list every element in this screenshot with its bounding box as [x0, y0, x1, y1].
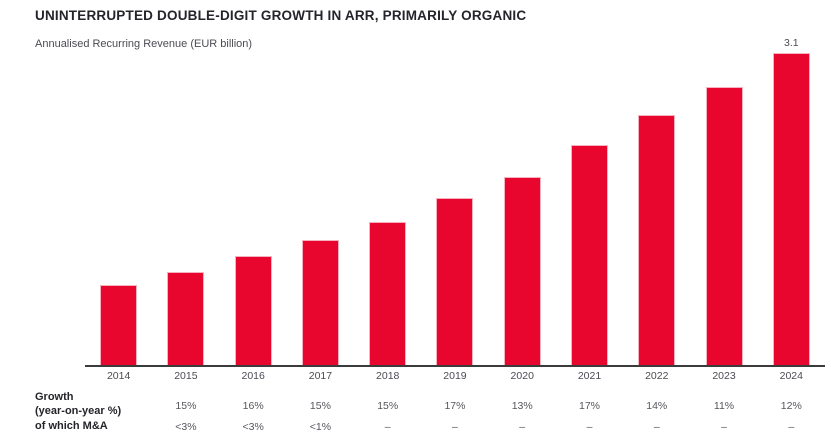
bar-2018	[369, 222, 407, 365]
table-cell: 14%	[646, 399, 668, 412]
table-cell: 17%	[444, 399, 466, 412]
bar-column-2014	[85, 35, 152, 365]
x-axis-label-2017: 2017	[308, 370, 333, 382]
bar-2022	[638, 115, 676, 365]
table-cell: 15%	[309, 399, 331, 412]
table-cell: 15%	[175, 399, 197, 412]
x-axis-line	[85, 365, 825, 367]
table-cell: 12%	[780, 399, 802, 412]
bar-2014	[100, 285, 138, 365]
bar-column-2015	[152, 35, 219, 365]
bar-column-2017	[287, 35, 354, 365]
x-axis-label-2018: 2018	[376, 370, 400, 382]
x-axis-label-2014: 2014	[106, 370, 131, 382]
table-cell: <1%	[309, 420, 332, 433]
table-cell: –	[452, 420, 458, 433]
x-axis-label-2019: 2019	[443, 370, 467, 382]
bar-column-2019	[421, 35, 488, 365]
table-cell: 17%	[578, 399, 600, 412]
bar-column-2016	[220, 35, 287, 365]
x-axis-label-2016: 2016	[241, 370, 265, 382]
mna-label-line1: of which M&A	[35, 420, 108, 432]
bar-column-2021	[556, 35, 623, 365]
table-cell: <3%	[242, 420, 264, 433]
table-cell: 13%	[511, 399, 533, 412]
chart-subtitle: Annualised Recurring Revenue (EUR billio…	[35, 38, 253, 50]
table-cell: –	[586, 420, 593, 433]
bar-value-label: 3.1	[783, 37, 799, 49]
bar-column-2018	[354, 35, 421, 365]
growth-label-line1: Growth	[35, 391, 74, 403]
table-cell: 15%	[377, 399, 399, 412]
bar-column-2020	[489, 35, 556, 365]
bar-2019	[436, 198, 474, 365]
table-cell: <3%	[175, 420, 197, 433]
table-cell: 16%	[242, 399, 264, 412]
x-axis-label-2023: 2023	[712, 370, 736, 382]
bar-column-2023	[690, 35, 757, 365]
table-cell: –	[653, 420, 660, 433]
bar-2015	[167, 272, 205, 365]
x-axis-label-2020: 2020	[510, 370, 534, 382]
x-axis-label-2015: 2015	[174, 370, 198, 382]
bar-chart-plot-area: 3.1	[85, 35, 825, 365]
bar-column-2022	[623, 35, 690, 365]
table-row-mna-values: <3% <3% <1% – – – – – – –	[85, 419, 825, 434]
bar-2017	[301, 240, 339, 365]
bar-2024	[772, 53, 810, 365]
bar-column-2024: 3.1	[758, 35, 825, 365]
table-row-label-growth: Growth (year-on-year %)	[35, 391, 121, 418]
page-title: UNINTERRUPTED DOUBLE-DIGIT GROWTH IN ARR…	[35, 8, 527, 23]
growth-label-line2: (year-on-year %)	[35, 404, 122, 417]
x-axis-label-2021: 2021	[577, 370, 602, 382]
table-cell: –	[721, 420, 727, 433]
table-cell: –	[788, 420, 795, 433]
x-axis-labels: 2014 2015 2016 2017 2018 2019 2020 2021 2022 2023…	[85, 370, 825, 382]
bar-2021	[570, 145, 608, 365]
table-cell: –	[519, 420, 526, 433]
table-cell: –	[384, 420, 391, 433]
table-row-growth-values: 15% 16% 15% 15% 17% 13% 17% 14% 11% 12%	[85, 392, 825, 419]
table-row-label-mna: of which M&A	[35, 420, 108, 434]
bar-2023	[705, 87, 743, 365]
bar-2016	[234, 256, 272, 365]
table-cell: 11%	[713, 399, 735, 412]
x-axis-label-2024: 2024	[779, 370, 803, 382]
bar-2020	[503, 177, 541, 365]
x-axis-label-2022: 2022	[645, 370, 669, 382]
